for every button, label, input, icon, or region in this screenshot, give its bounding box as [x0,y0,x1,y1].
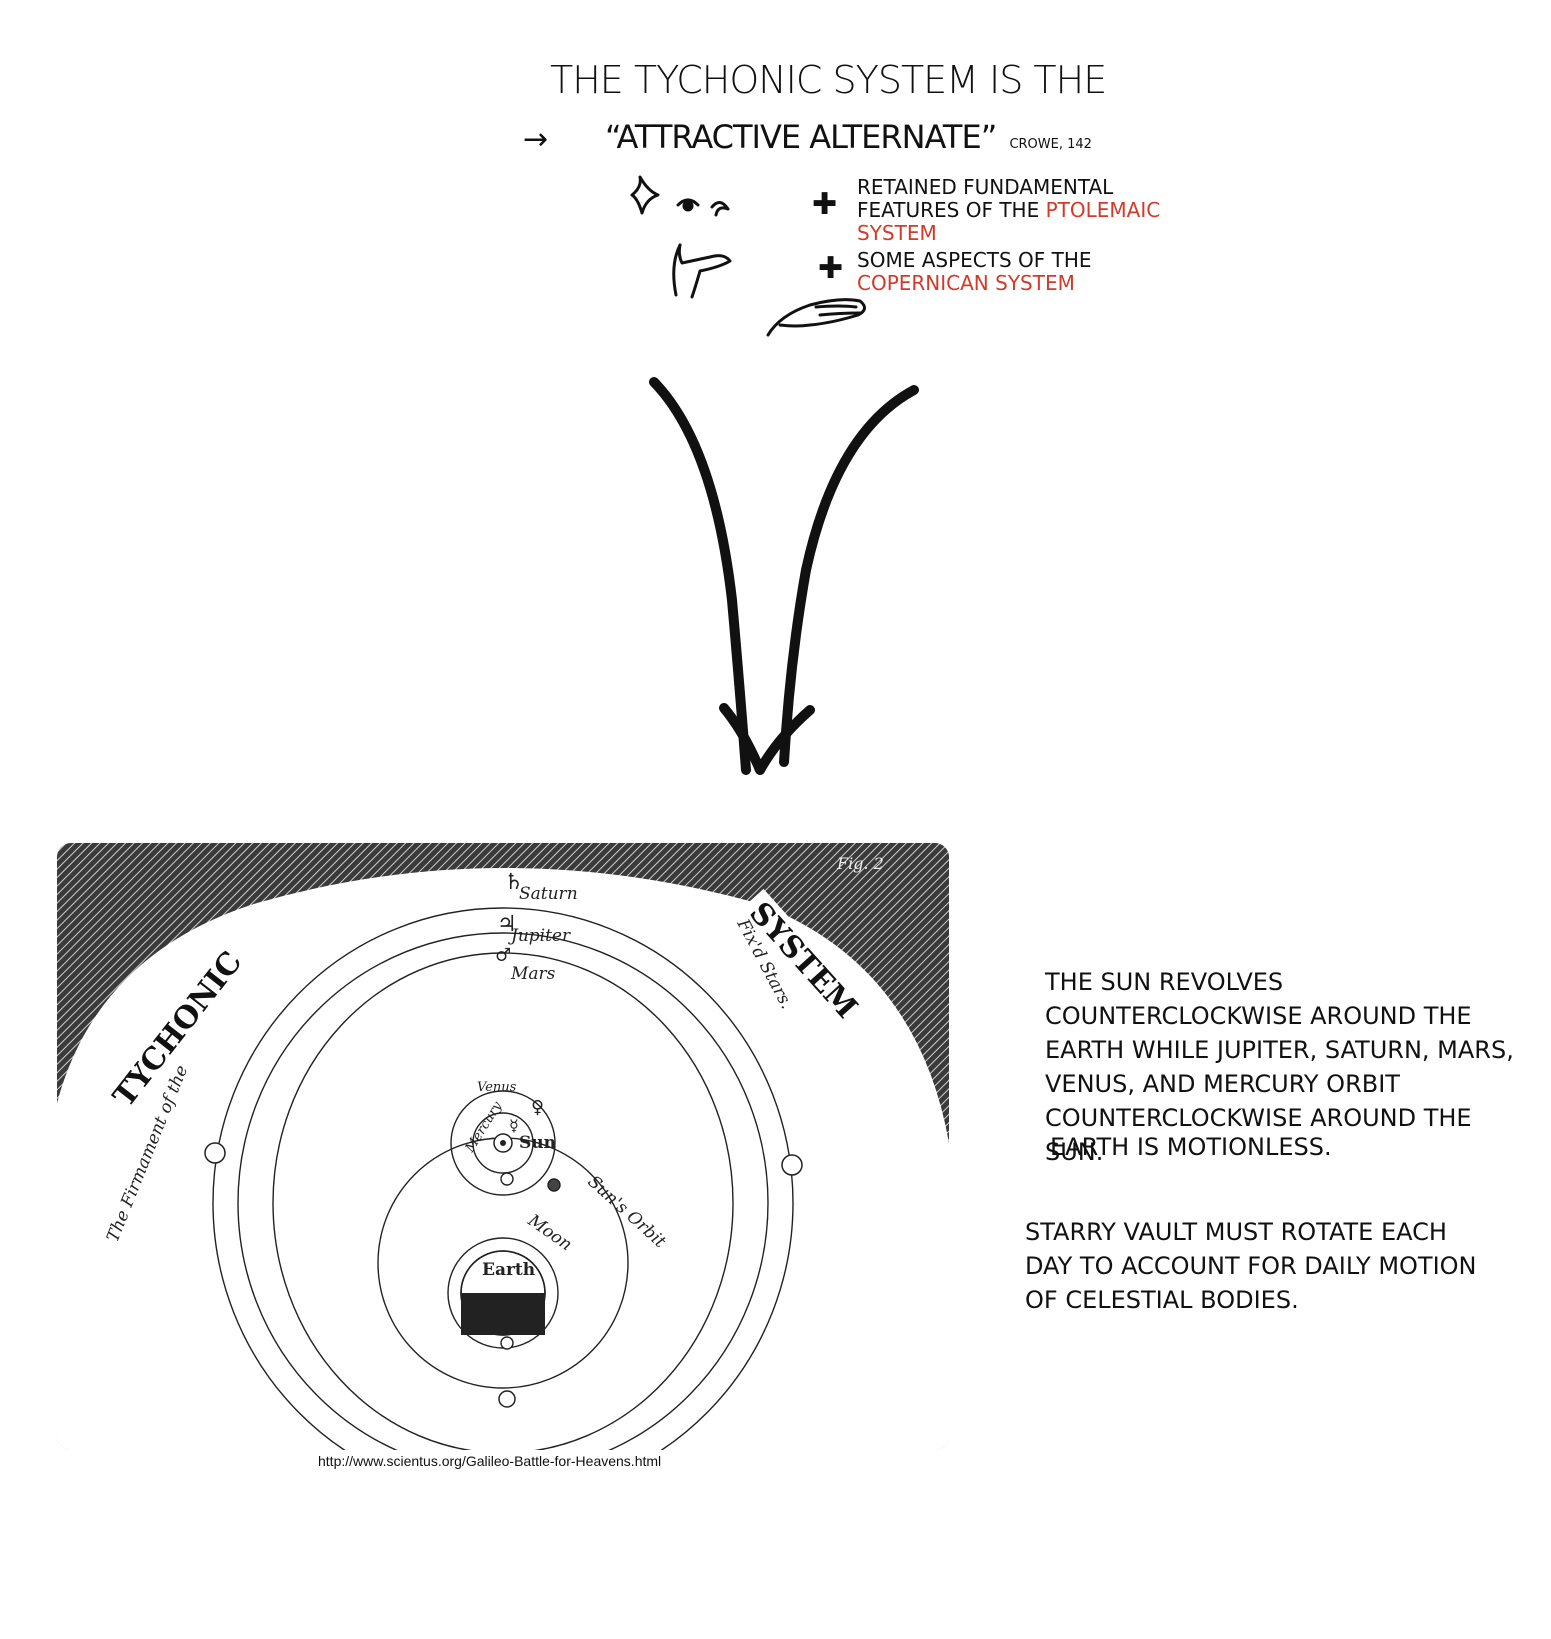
feature-1-highlight: Ptolemaic system [857,198,1161,245]
plus-icon: ✚ [818,251,844,286]
mercury-orbit [472,1112,534,1174]
note-sun-orbit: The sun revolves counterclockwise around… [1045,968,1514,1166]
feature-1-text: Retained fundamental features of the [857,175,1114,222]
plus-icon: ✚ [812,187,838,222]
heading-quote: “Attractive Alternate” [605,118,997,156]
earth-shaded-half [461,1293,545,1335]
mars-orbit [272,952,734,1450]
figure-number: Fig. 2 [836,854,884,873]
venus-symbol: ♀ [531,1097,544,1118]
tychonic-diagram: ♄ Saturn ♃ Jupiter ♂ Mars Venus ♀ ☿ Merc… [57,843,949,1450]
sun-label: Sun [519,1133,556,1153]
note-earth-motionless: Earth is motionless. [1050,1133,1332,1161]
feature-2-text: Some aspects of the [857,248,1092,272]
jupiter-label: Jupiter [508,926,571,946]
saturn-symbol: ♄ [504,870,524,895]
mars-symbol: ♂ [495,945,511,966]
planet-marker [500,1336,514,1350]
venus-label: Venus [477,1080,517,1095]
heading-citation: Crowe, 142 [1009,137,1092,152]
earth-label: Earth [482,1260,535,1280]
jupiter-orbit [237,932,769,1450]
jupiter-symbol: ♃ [497,912,517,937]
feature-copernican: Some aspects of the Copernican system [857,249,1217,295]
planet-marker [781,1154,803,1176]
mars-label: Mars [510,964,556,984]
gesture-doodle-icon [630,175,866,337]
source-url[interactable]: http://www.scientus.org/Galileo-Battle-f… [318,1453,662,1469]
feature-2-highlight: Copernican system [857,271,1075,295]
heading-line-1: The Tychonic system is the [550,58,1107,102]
planet-marker [498,1390,516,1408]
planet-marker [500,1172,514,1186]
note-starry-vault: Starry vault must rotate each day to acc… [1025,1218,1477,1314]
saturn-label: Saturn [519,884,578,904]
right-arrow-icon: → [523,122,549,157]
mercury-symbol: ☿ [509,1116,519,1135]
tychonic-system-figure: ♄ Saturn ♃ Jupiter ♂ Mars Venus ♀ ☿ Merc… [57,843,949,1450]
planet-marker [204,1142,226,1164]
saturn-orbit [212,907,794,1450]
planet-marker [547,1178,561,1192]
down-arrow-icon [649,377,919,775]
heading-line-2: “Attractive Alternate” Crowe, 142 [605,118,1092,156]
feature-ptolemaic: Retained fundamental features of the Pto… [857,176,1217,245]
venus-orbit [450,1090,556,1196]
